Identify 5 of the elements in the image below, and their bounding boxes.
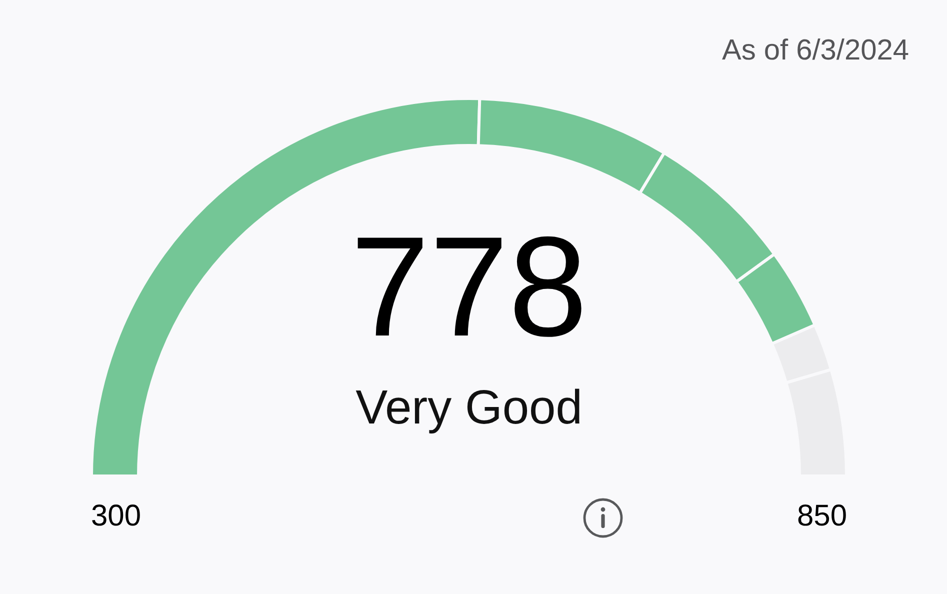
chart-subtitle: As of 6/3/2024: [722, 34, 910, 66]
text: Very Good: [356, 382, 582, 434]
text: 850: [796, 500, 848, 532]
text: 300: [90, 500, 142, 532]
text: 778: [350, 208, 588, 366]
